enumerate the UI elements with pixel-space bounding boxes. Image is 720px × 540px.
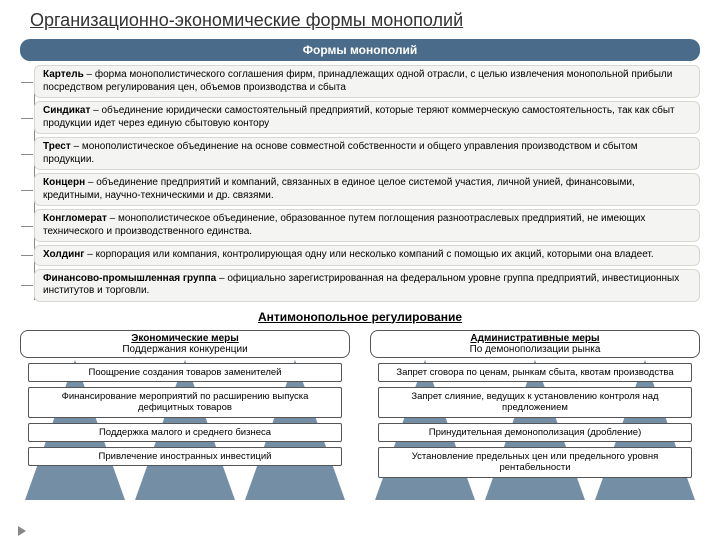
form-term: Синдикат: [43, 105, 90, 116]
left-col-subtitle: Поддержания конкуренции: [122, 344, 247, 355]
form-row: Финансово-промышленная группа – официаль…: [34, 269, 700, 302]
form-term: Конгломерат: [43, 213, 107, 224]
measure-item: Запрет слияние, ведущих к установлению к…: [378, 387, 692, 418]
right-col-header: Административные меры По демонополизации…: [370, 330, 700, 358]
right-col-subtitle: По демонополизации рынка: [470, 344, 601, 355]
form-desc: – форма монополистического соглашения фи…: [43, 69, 672, 93]
measure-item: Принудительная демонополизация (дроблени…: [378, 423, 692, 442]
form-term: Финансово-промышленная группа: [43, 273, 216, 284]
forms-list: Картель – форма монополистического согла…: [34, 65, 700, 302]
form-desc: – корпорация или компания, контролирующа…: [84, 249, 653, 260]
form-row: Холдинг – корпорация или компания, контр…: [34, 245, 700, 266]
form-row: Синдикат – объединение юридически самост…: [34, 101, 700, 134]
form-desc: – объединение предприятий и компаний, св…: [43, 177, 635, 201]
form-term: Картель: [43, 69, 84, 80]
form-row: Конгломерат – монополистическое объедине…: [34, 209, 700, 242]
slide-marker-icon: [18, 526, 26, 536]
measure-item: Финансирование мероприятий по расширению…: [28, 387, 342, 418]
left-col-title: Экономические меры: [25, 333, 345, 344]
measure-item: Запрет сговора по ценам, рынкам сбыта, к…: [378, 363, 692, 382]
form-row: Концерн – объединение предприятий и комп…: [34, 173, 700, 206]
measure-item: Привлечение иностранных инвестиций: [28, 447, 342, 466]
forms-header: Формы монополий: [20, 39, 700, 61]
form-term: Трест: [43, 141, 71, 152]
form-row: Трест – монополистическое объединение на…: [34, 137, 700, 170]
form-term: Холдинг: [43, 249, 84, 260]
form-desc: – объединение юридически самостоятельный…: [43, 105, 675, 129]
form-desc: – монополистическое объединение, образов…: [43, 213, 645, 237]
columns-wrap: Экономические меры Поддержания конкуренц…: [20, 330, 700, 483]
measure-item: Поддержка малого и среднего бизнеса: [28, 423, 342, 442]
page-title: Организационно-экономические формы моноп…: [30, 10, 700, 31]
left-col-header: Экономические меры Поддержания конкуренц…: [20, 330, 350, 358]
measure-item: Установление предельных цен или предельн…: [378, 447, 692, 478]
left-column: Экономические меры Поддержания конкуренц…: [20, 330, 350, 483]
measure-item: Поощрение создания товаров заменителей: [28, 363, 342, 382]
form-term: Концерн: [43, 177, 85, 188]
right-col-title: Административные меры: [375, 333, 695, 344]
form-desc: – монополистическое объединение на основ…: [43, 141, 638, 165]
right-column: Административные меры По демонополизации…: [370, 330, 700, 483]
form-row: Картель – форма монополистического согла…: [34, 65, 700, 98]
antimonopoly-header: Антимонопольное регулирование: [20, 310, 700, 324]
